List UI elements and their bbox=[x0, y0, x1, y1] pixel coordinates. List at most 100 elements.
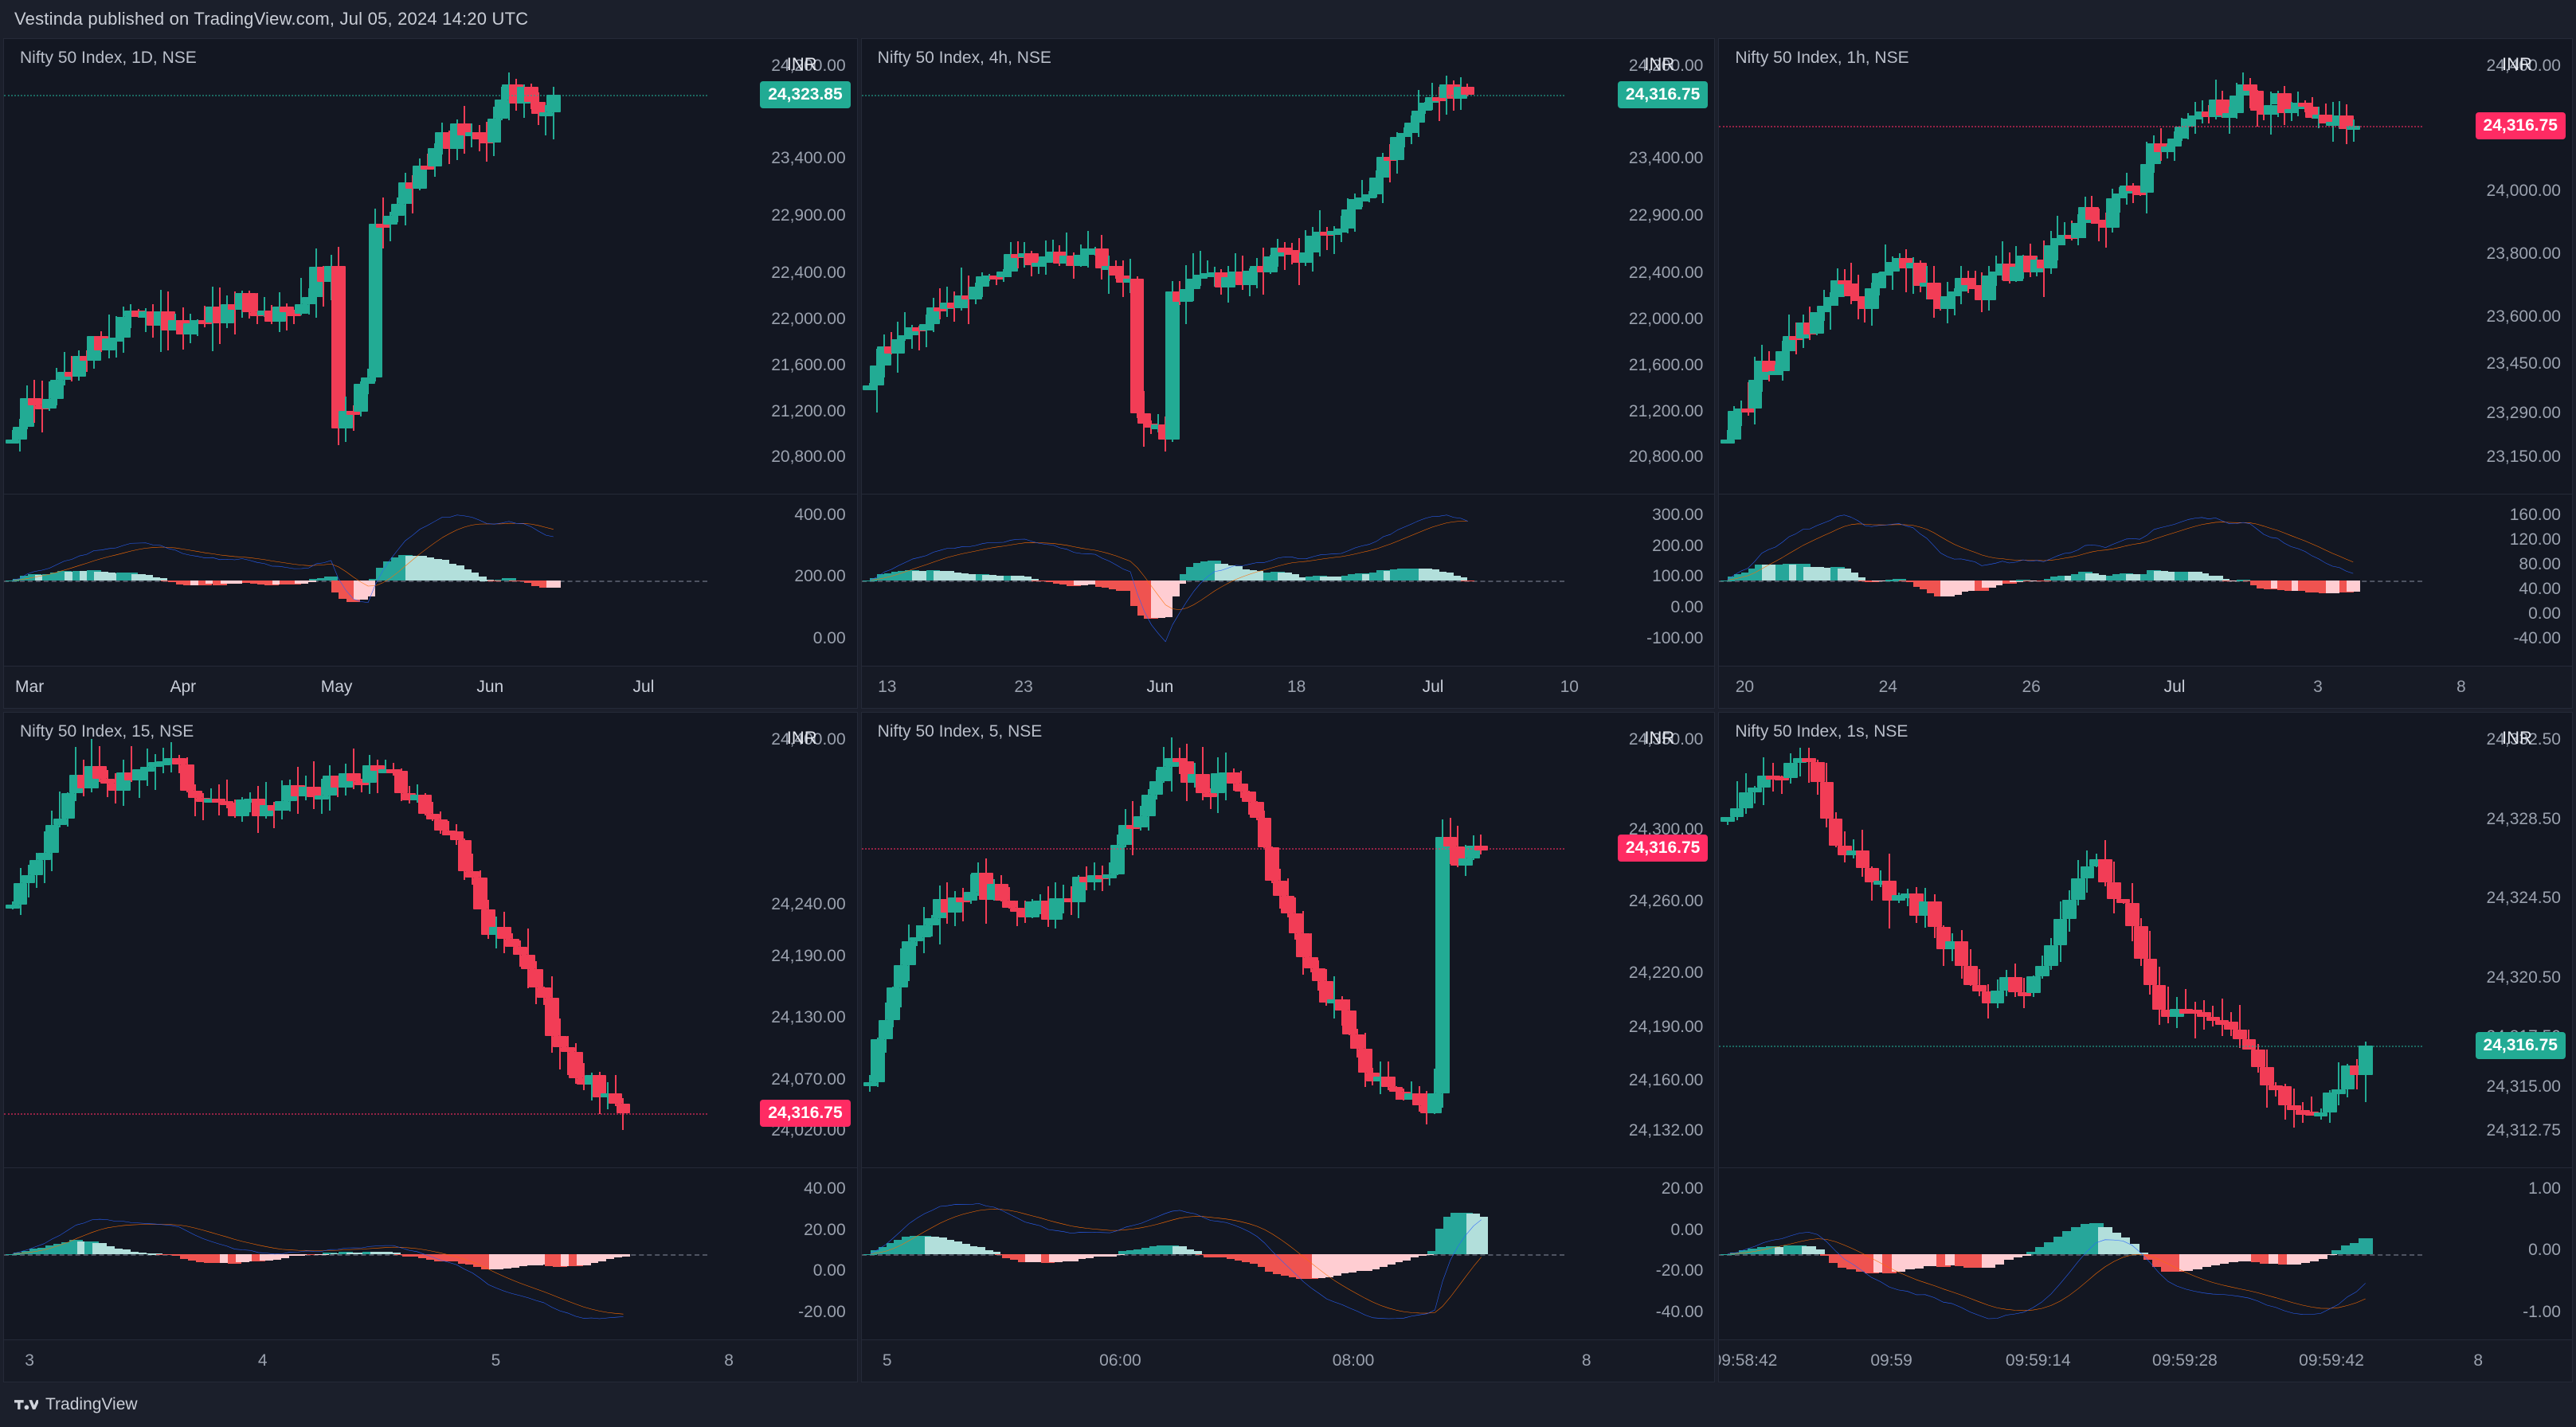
candle-body bbox=[190, 319, 205, 324]
macd-histogram-bar bbox=[287, 580, 301, 585]
chart-pane-chart-15[interactable]: Nifty 50 Index, 15, NSE INR 24,400.00 24,24… bbox=[3, 712, 858, 1382]
candlestick bbox=[568, 713, 583, 1167]
price-scale[interactable]: 24,332.50 24,328.50 24,324.50 24,320.50 24,3… bbox=[2422, 713, 2572, 1167]
candlestick bbox=[1727, 39, 1742, 494]
candle-body bbox=[2197, 1012, 2211, 1018]
candlestick bbox=[267, 713, 282, 1167]
macd-plot-area[interactable] bbox=[1719, 495, 2422, 666]
price-panel[interactable]: 24,400.00 24,240.00 24,190.00 24,130.00 24,0… bbox=[4, 713, 857, 1167]
macd-histogram-bar bbox=[249, 580, 264, 584]
candle-wick bbox=[263, 296, 265, 317]
macd-histogram-bar bbox=[307, 1253, 321, 1256]
last-price-tag[interactable]: 24,316.75 bbox=[2475, 1032, 2566, 1060]
price-plot-area[interactable] bbox=[4, 39, 707, 494]
candlestick bbox=[1320, 39, 1334, 494]
macd-histogram-bar bbox=[172, 1253, 186, 1256]
macd-panel[interactable]: 400.00 200.00 0.00 bbox=[4, 494, 857, 666]
currency-selector[interactable]: INR bbox=[786, 54, 817, 74]
candle-body bbox=[1397, 133, 1411, 138]
chart-pane-chart-1h[interactable]: Nifty 50 Index, 1h, NSEINR24,400.0024,20… bbox=[1718, 38, 2573, 709]
price-panel[interactable]: 24,400.0024,200.0024,000.0023,800.0023,6… bbox=[1719, 39, 2572, 494]
price-panel[interactable]: 24,200.00 23,400.00 22,900.00 22,400.00 22,0… bbox=[861, 39, 1715, 494]
candlestick bbox=[2284, 39, 2299, 494]
candle-body bbox=[537, 987, 551, 998]
candle-body bbox=[1327, 999, 1341, 1004]
time-axis[interactable]: 20 24 26 Jul 3 8 bbox=[1719, 666, 2572, 708]
macd-scale[interactable]: 20.00 0.00 -20.00 -40.00 bbox=[1564, 1168, 1714, 1339]
price-tick: 20,800.00 bbox=[771, 448, 846, 467]
macd-panel[interactable]: 40.00 20.00 0.00 -20.00 bbox=[4, 1167, 857, 1339]
chart-pane-chart-1s[interactable]: Nifty 50 Index, 1s, NSE INR 24,332.50 24,32… bbox=[1718, 712, 2573, 1382]
currency-selector[interactable]: INR bbox=[1644, 54, 1675, 74]
currency-selector[interactable]: INR bbox=[2502, 54, 2532, 74]
macd-panel[interactable]: 160.00 120.00 80.00 40.00 0.00 -40.00 bbox=[1719, 494, 2572, 666]
price-tick: 23,600.00 bbox=[2486, 307, 2561, 326]
candle-body bbox=[1418, 103, 1433, 111]
macd-scale[interactable]: 40.00 20.00 0.00 -20.00 bbox=[707, 1168, 857, 1339]
macd-scale[interactable]: 1.00 0.00 -1.00 bbox=[2422, 1168, 2572, 1339]
chart-pane-chart-5[interactable]: Nifty 50 Index, 5, NSE INR 24,350.00 24,300… bbox=[860, 712, 1716, 1382]
candle-body bbox=[1972, 984, 1987, 991]
currency-selector[interactable]: INR bbox=[1644, 728, 1675, 748]
price-panel[interactable]: 24,200.00 23,400.00 22,900.00 22,400.00 22,0… bbox=[4, 39, 857, 494]
candle-body bbox=[1882, 880, 1897, 901]
candlestick bbox=[1945, 713, 1960, 1167]
candlestick bbox=[5, 39, 20, 494]
macd-plot-area[interactable] bbox=[861, 495, 1565, 666]
chart-pane-chart-4h[interactable]: Nifty 50 Index, 4h, NSE INR 24,200.00 23,40… bbox=[860, 38, 1716, 709]
time-axis[interactable]: 09:58:42 09:59 09:59:14 09:59:28 09:59:42 8 bbox=[1719, 1339, 2572, 1382]
candle-body bbox=[1811, 762, 1825, 783]
macd-plot-area[interactable] bbox=[4, 495, 707, 666]
macd-panel[interactable]: 20.00 0.00 -20.00 -40.00 bbox=[861, 1167, 1715, 1339]
candle-body bbox=[1823, 296, 1838, 307]
price-plot-area[interactable] bbox=[1719, 39, 2422, 494]
candle-body bbox=[1334, 999, 1349, 1011]
macd-panel[interactable]: 300.00 200.00 100.00 0.00 -100.00 bbox=[861, 494, 1715, 666]
price-panel[interactable]: 24,350.00 24,300.00 24,260.00 24,220.00 24,1… bbox=[861, 713, 1715, 1167]
price-panel[interactable]: 24,332.50 24,328.50 24,324.50 24,320.50 24,3… bbox=[1719, 713, 2572, 1167]
price-scale[interactable]: 24,400.00 24,240.00 24,190.00 24,130.00 24,0… bbox=[707, 713, 857, 1167]
candlestick bbox=[2124, 713, 2139, 1167]
last-price-tag[interactable]: 24,316.75 bbox=[1617, 834, 1709, 862]
price-scale[interactable]: 24,200.00 23,400.00 22,900.00 22,400.00 22,0… bbox=[1564, 39, 1714, 494]
candle-wick bbox=[233, 291, 236, 335]
macd-histogram-bar bbox=[100, 1245, 115, 1254]
candle-wick bbox=[946, 287, 949, 318]
last-price-tag[interactable]: 24,316.75 bbox=[760, 1099, 851, 1127]
macd-plot-area[interactable] bbox=[861, 1168, 1565, 1339]
time-axis[interactable]: Mar Apr May Jun Jul bbox=[4, 666, 857, 708]
time-axis[interactable]: 3 4 5 8 bbox=[4, 1339, 857, 1382]
candlestick bbox=[2080, 713, 2095, 1167]
macd-plot-area[interactable] bbox=[4, 1168, 707, 1339]
price-scale[interactable]: 24,200.00 23,400.00 22,900.00 22,400.00 22,0… bbox=[707, 39, 857, 494]
macd-plot-area[interactable] bbox=[1719, 1168, 2422, 1339]
currency-selector[interactable]: INR bbox=[2502, 728, 2532, 748]
macd-panel[interactable]: 1.00 0.00 -1.00 bbox=[1719, 1167, 2572, 1339]
macd-histogram-bar bbox=[898, 570, 913, 581]
price-plot-area[interactable] bbox=[861, 713, 1565, 1167]
macd-histogram-bar bbox=[131, 573, 146, 581]
macd-tick: 40.00 bbox=[804, 1179, 846, 1198]
candle-body bbox=[294, 304, 309, 314]
macd-histogram-bar bbox=[2323, 1253, 2337, 1256]
macd-scale[interactable]: 400.00 200.00 0.00 bbox=[707, 495, 857, 666]
chart-pane-chart-1d[interactable]: Nifty 50 Index, 1D, NSE INR 24,200.00 23,40… bbox=[3, 38, 858, 709]
price-plot-area[interactable] bbox=[4, 713, 707, 1167]
candlestick bbox=[1234, 713, 1249, 1167]
price-scale[interactable]: 24,400.0024,200.0024,000.0023,800.0023,6… bbox=[2422, 39, 2572, 494]
candle-body bbox=[898, 334, 913, 340]
last-price-tag[interactable]: 24,323.85 bbox=[760, 80, 851, 108]
macd-scale[interactable]: 160.00 120.00 80.00 40.00 0.00 -40.00 bbox=[2422, 495, 2572, 666]
price-scale[interactable]: 24,350.00 24,300.00 24,260.00 24,220.00 24,1… bbox=[1564, 713, 1714, 1167]
last-price-tag[interactable]: 24,316.75 bbox=[1617, 80, 1709, 108]
price-plot-area[interactable] bbox=[1719, 713, 2422, 1167]
macd-scale[interactable]: 300.00 200.00 100.00 0.00 -100.00 bbox=[1564, 495, 1714, 666]
time-axis[interactable]: 5 06:00 08:00 8 bbox=[861, 1339, 1715, 1382]
price-plot-area[interactable] bbox=[861, 39, 1565, 494]
currency-selector[interactable]: INR bbox=[786, 728, 817, 748]
candle-wick bbox=[273, 801, 276, 828]
time-axis[interactable]: 13 23 Jun 18 Jul 10 bbox=[861, 666, 1715, 708]
candle-body bbox=[449, 831, 464, 840]
candlestick bbox=[1242, 39, 1257, 494]
last-price-tag[interactable]: 24,316.75 bbox=[2475, 111, 2566, 139]
